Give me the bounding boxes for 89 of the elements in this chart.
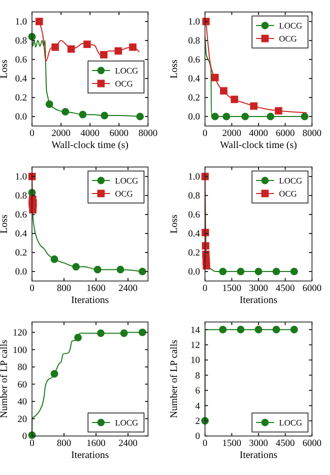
- legend-label: LOCG: [115, 418, 138, 428]
- y-axis-title: Loss: [0, 59, 10, 78]
- x-tick-label: 0: [30, 129, 35, 139]
- y-tick-label: 4: [195, 402, 200, 412]
- x-tick-label: 3000: [249, 284, 268, 294]
- y-tick-label: 0.2: [188, 94, 200, 104]
- y-tick-label: 0.6: [15, 210, 28, 221]
- y-tick-label: 0.2: [188, 248, 200, 259]
- x-axis-title: Iterations: [240, 295, 278, 306]
- y-tick-label: 0.4: [188, 74, 200, 85]
- y-tick-label: 0.4: [15, 74, 28, 85]
- x-tick-label: 800: [56, 439, 72, 449]
- legend-label: OCG: [279, 34, 297, 44]
- y-tick-label: 0.6: [15, 56, 28, 66]
- y-axis-title: Number of LP calls: [169, 340, 180, 418]
- y-tick-label: 0.8: [188, 36, 200, 47]
- x-tick-label: 0: [30, 439, 35, 449]
- x-axis-title: Iterations: [240, 450, 278, 461]
- y-tick-label: 1.0: [188, 172, 200, 183]
- y-tick-label: 0.0: [188, 112, 200, 123]
- legend-label: OCG: [115, 188, 133, 198]
- y-tick-label: 0.8: [15, 36, 28, 47]
- y-tick-label: 1.0: [15, 172, 28, 183]
- x-tick-label: 8000: [302, 129, 322, 139]
- legend-label: LOCG: [279, 418, 302, 428]
- y-tick-label: 8: [195, 371, 200, 382]
- y-axis-title: Loss: [169, 59, 180, 78]
- y-tick-label: 2: [195, 417, 200, 427]
- y-tick-label: 0.4: [188, 230, 200, 240]
- y-tick-label: 1.0: [15, 18, 28, 28]
- x-tick-label: 0: [202, 284, 208, 294]
- x-tick-label: 4500: [276, 284, 295, 294]
- x-tick-label: 8000: [138, 129, 158, 139]
- y-tick-label: 10: [190, 356, 200, 366]
- x-tick-label: 1600: [86, 439, 106, 449]
- y-tick-label: 0.2: [15, 94, 28, 104]
- y-tick-label: 0.8: [188, 192, 200, 202]
- x-tick-label: 4500: [276, 439, 295, 449]
- legend-label: LOCG: [279, 20, 302, 30]
- x-tick-label: 4000: [80, 129, 100, 139]
- y-tick-label: 14: [190, 326, 200, 336]
- x-tick-label: 6000: [302, 439, 322, 449]
- x-tick-label: 6000: [302, 284, 322, 294]
- y-tick-label: 0.0: [188, 268, 200, 278]
- y-tick-label: 0.0: [15, 268, 28, 278]
- y-tick-label: 60: [18, 380, 28, 390]
- y-tick-label: 12: [190, 341, 200, 351]
- x-tick-label: 0: [202, 129, 208, 139]
- y-tick-label: 40: [18, 398, 28, 408]
- legend-label: LOCG: [279, 176, 302, 186]
- y-tick-label: 0.6: [188, 210, 200, 221]
- y-tick-label: 1.0: [188, 18, 200, 28]
- y-tick-label: 120: [12, 328, 28, 339]
- x-axis-title: Wall-clock time (s): [52, 140, 128, 151]
- x-tick-label: 6000: [110, 129, 129, 139]
- legend-label: LOCG: [115, 66, 138, 76]
- x-tick-label: 3000: [249, 439, 268, 449]
- x-axis-title: Wall-clock time (s): [220, 140, 297, 151]
- y-axis-title: Loss: [169, 214, 180, 234]
- x-tick-label: 1600: [86, 284, 106, 294]
- y-tick-label: 0.8: [15, 192, 28, 202]
- x-tick-label: 1500: [222, 284, 242, 294]
- y-tick-label: 0.2: [15, 248, 28, 259]
- y-tick-label: 6: [195, 386, 200, 397]
- y-tick-label: 0: [195, 432, 200, 442]
- y-tick-label: 0.0: [15, 112, 28, 123]
- y-tick-label: 100: [12, 346, 28, 356]
- x-tick-label: 2000: [222, 129, 242, 139]
- x-tick-label: 2000: [52, 129, 71, 139]
- x-tick-label: 6000: [276, 129, 295, 139]
- legend-label: OCG: [115, 78, 133, 88]
- x-tick-label: 800: [56, 284, 72, 294]
- x-tick-label: 2400: [118, 284, 138, 294]
- y-tick-label: 0.6: [188, 56, 200, 66]
- x-tick-label: 0: [30, 284, 35, 294]
- y-tick-label: 20: [18, 414, 28, 425]
- x-tick-label: 4000: [249, 129, 268, 139]
- x-tick-label: 2400: [118, 439, 138, 449]
- y-tick-label: 80: [18, 363, 28, 374]
- x-axis-title: Iterations: [71, 450, 109, 461]
- x-tick-label: 0: [202, 439, 208, 449]
- legend-label: LOCG: [115, 176, 138, 186]
- y-tick-label: 0.4: [15, 230, 28, 240]
- y-axis-title: Number of LP calls: [0, 340, 10, 418]
- x-axis-title: Iterations: [71, 295, 109, 306]
- legend-label: OCG: [279, 188, 297, 198]
- y-axis-title: Loss: [0, 214, 10, 234]
- x-tick-label: 1500: [222, 439, 242, 449]
- y-tick-label: 0: [22, 432, 28, 442]
